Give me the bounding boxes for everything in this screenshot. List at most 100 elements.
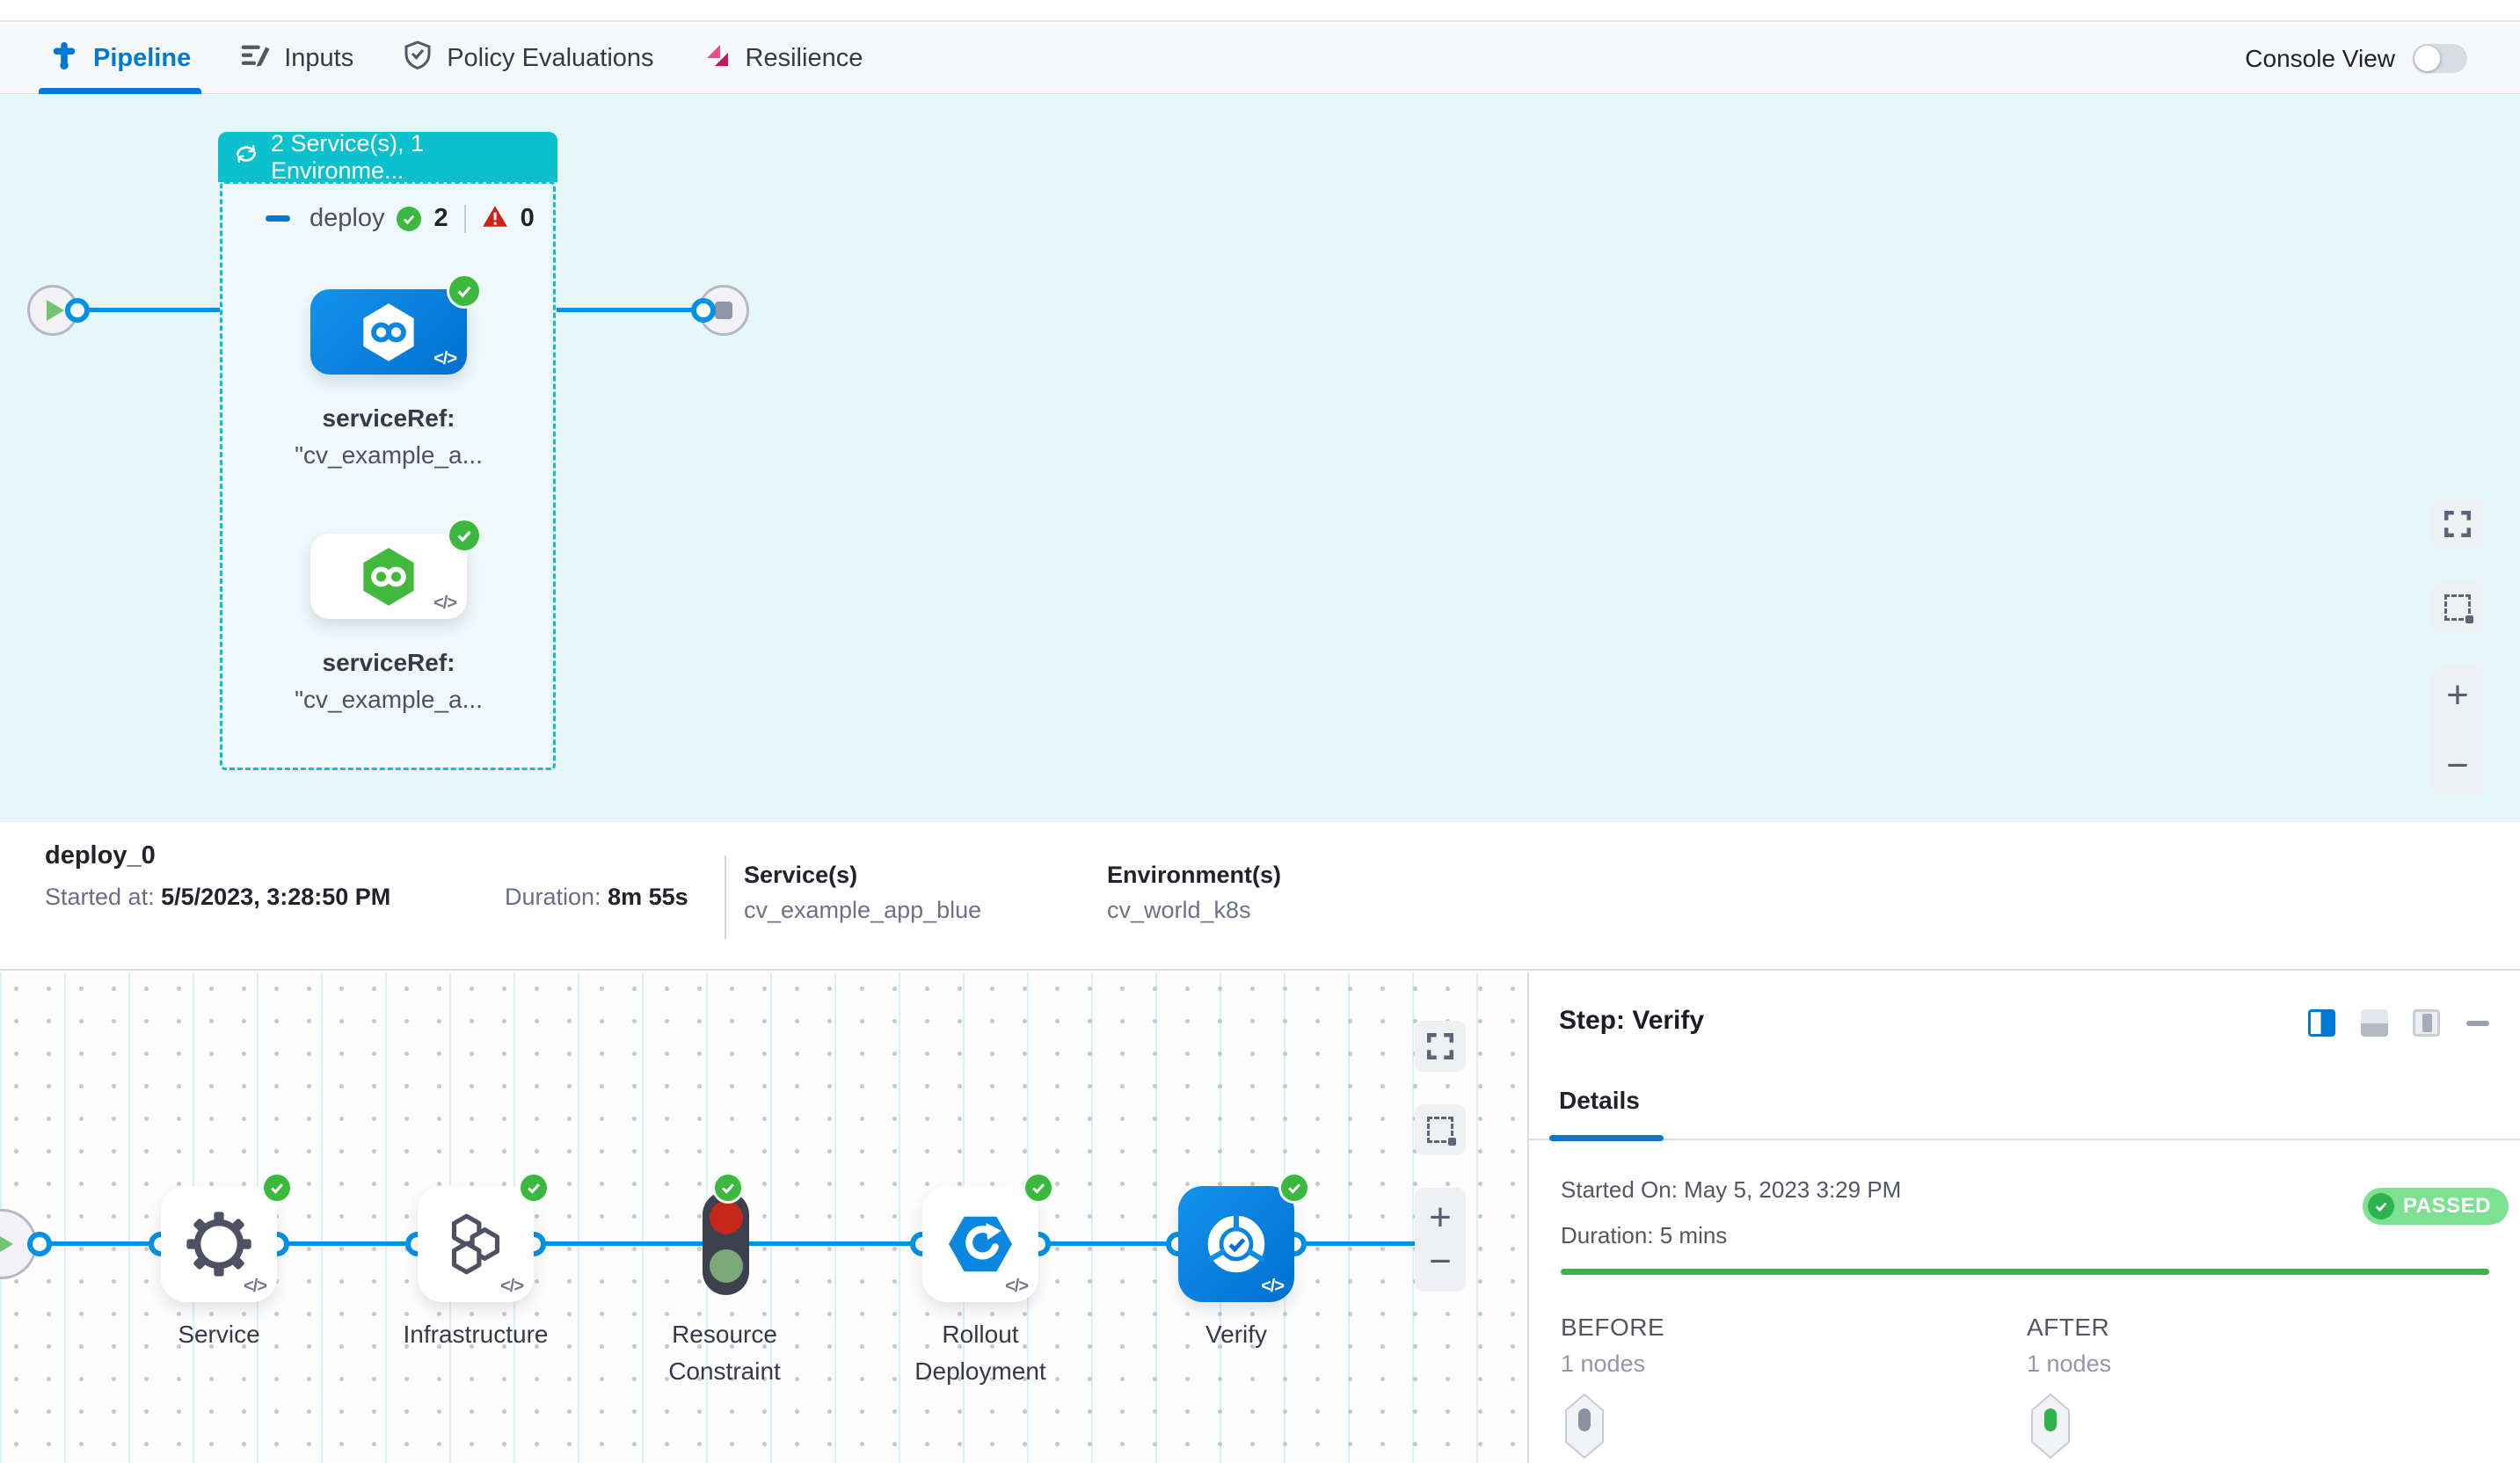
active-tab-underline [39, 87, 202, 94]
success-badge [447, 518, 482, 553]
success-badge [447, 273, 482, 309]
service-node-1[interactable]: </> [310, 289, 467, 375]
status-check-icon [2368, 1193, 2394, 1219]
after-group-count: 1 nodes [2027, 1350, 2112, 1377]
zoom-controls: + − [1415, 1188, 1466, 1292]
tab-policy-evaluations-label: Policy Evaluations [447, 44, 654, 72]
minimize-panel-button[interactable] [2466, 1021, 2489, 1026]
resilience-icon [703, 41, 732, 76]
layout-bottom-split-button[interactable] [2361, 1009, 2388, 1037]
zoom-in-button[interactable]: + [2446, 673, 2469, 717]
after-node-hexagon[interactable] [2030, 1393, 2071, 1463]
service-ref-label-2: serviceRef: "cv_example_a... [295, 649, 483, 713]
shield-check-icon [403, 40, 433, 77]
step-node-infrastructure[interactable]: </> [418, 1186, 534, 1302]
summary-started: Started at: 5/5/2023, 3:28:50 PM [45, 884, 391, 910]
zoom-in-button[interactable]: + [1429, 1196, 1452, 1239]
connector-line [1038, 1241, 1178, 1246]
step-duration: Duration: 5 mins [1561, 1222, 1728, 1248]
connector-ring [691, 298, 716, 323]
tab-pipeline-label: Pipeline [93, 44, 192, 72]
service-node-2[interactable]: </> [310, 534, 467, 619]
status-badge: PASSED [2363, 1188, 2509, 1225]
before-group-count: 1 nodes [1561, 1350, 1646, 1377]
connector-line [40, 1241, 163, 1246]
count-divider [463, 204, 466, 233]
rollout-icon [949, 1216, 1012, 1272]
toggle-knob [2414, 46, 2440, 71]
after-group-title: AFTER [2027, 1314, 2110, 1341]
gear-icon [186, 1212, 251, 1277]
step-label-service: Service [178, 1321, 260, 1348]
tab-inputs[interactable]: Inputs [240, 24, 353, 94]
step-started-on: Started On: May 5, 2023 3:29 PM [1561, 1176, 1902, 1203]
verification-progress-bar [1561, 1269, 2489, 1275]
pipeline-icon [49, 40, 79, 77]
step-node-service[interactable]: </> [161, 1186, 277, 1302]
console-view-toggle[interactable] [2413, 44, 2467, 73]
tab-policy-evaluations[interactable]: Policy Evaluations [403, 24, 654, 94]
stage-deploy-summary[interactable]: deploy 2 0 [266, 204, 535, 233]
stop-icon [715, 302, 732, 319]
success-badge [261, 1172, 293, 1204]
step-panel-title: Step: Verify [1559, 1006, 1705, 1035]
marquee-select-button[interactable] [1415, 1104, 1466, 1155]
summary-divider [725, 855, 726, 939]
zoom-out-button[interactable]: − [1429, 1240, 1452, 1283]
tab-resilience[interactable]: Resilience [703, 24, 863, 94]
connector-ring [65, 298, 90, 323]
traffic-green-lamp [710, 1249, 743, 1283]
connector-line [77, 308, 220, 312]
before-group-title: BEFORE [1561, 1314, 1665, 1341]
step-node-verify[interactable]: </> [1178, 1186, 1294, 1302]
play-icon [47, 300, 64, 321]
step-node-rollout-deployment[interactable]: </> [922, 1186, 1038, 1302]
tab-list: Pipeline Inputs Policy Evaluations Res [39, 24, 863, 94]
console-view-control: Console View [2245, 44, 2467, 73]
summary-environments-label: Environment(s) [1107, 862, 1282, 888]
layout-right-split-button[interactable] [2308, 1009, 2335, 1037]
success-badge [1023, 1172, 1054, 1204]
stage-deploy-box[interactable] [220, 181, 556, 770]
summary-started-value: 5/5/2023, 3:28:50 PM [161, 884, 391, 910]
stage-services-badge-label: 2 Service(s), 1 Environme... [271, 129, 425, 184]
success-badge [712, 1172, 744, 1204]
layout-panel-button[interactable] [2413, 1009, 2440, 1037]
fullscreen-icon [1426, 1032, 1454, 1060]
marquee-icon [1427, 1117, 1456, 1146]
status-badge-label: PASSED [2403, 1194, 2491, 1218]
before-node-hexagon[interactable] [1564, 1393, 1605, 1463]
marquee-select-button[interactable] [2432, 582, 2483, 633]
success-badge [518, 1172, 550, 1204]
fullscreen-icon [2444, 510, 2472, 538]
stage-name: deploy [310, 204, 385, 232]
marquee-icon [2444, 594, 2473, 623]
top-strip [0, 0, 2520, 22]
fullscreen-button[interactable] [1415, 1021, 1466, 1072]
tab-pipeline[interactable]: Pipeline [39, 24, 202, 94]
traffic-red-lamp [710, 1201, 743, 1234]
stage-services-badge[interactable]: 2 Service(s), 1 Environme... [218, 129, 557, 184]
connector-ring [27, 1232, 52, 1256]
connector-line [277, 1241, 418, 1246]
tab-details[interactable]: Details [1559, 1087, 1640, 1114]
play-icon [0, 1234, 13, 1255]
summary-services-label: Service(s) [744, 862, 858, 888]
collapse-minus-icon[interactable] [266, 215, 290, 222]
tab-inputs-label: Inputs [284, 44, 354, 72]
step-node-resource-constraint[interactable] [703, 1191, 749, 1295]
fullscreen-button[interactable] [2432, 499, 2483, 550]
code-icon: </> [500, 1277, 524, 1296]
failure-count: 0 [520, 204, 535, 232]
verify-icon [1207, 1212, 1265, 1273]
console-view-label: Console View [2245, 44, 2395, 72]
connector-line [1294, 1241, 1440, 1246]
execution-tabbar: Pipeline Inputs Policy Evaluations Res [0, 24, 2520, 94]
zoom-out-button[interactable]: − [2446, 744, 2469, 787]
step-label-resource-constraint: Resource Constraint [668, 1321, 781, 1385]
success-badge [1278, 1172, 1310, 1204]
code-icon: </> [433, 349, 457, 368]
harness-service-icon [363, 302, 414, 361]
code-icon: </> [1005, 1277, 1029, 1296]
